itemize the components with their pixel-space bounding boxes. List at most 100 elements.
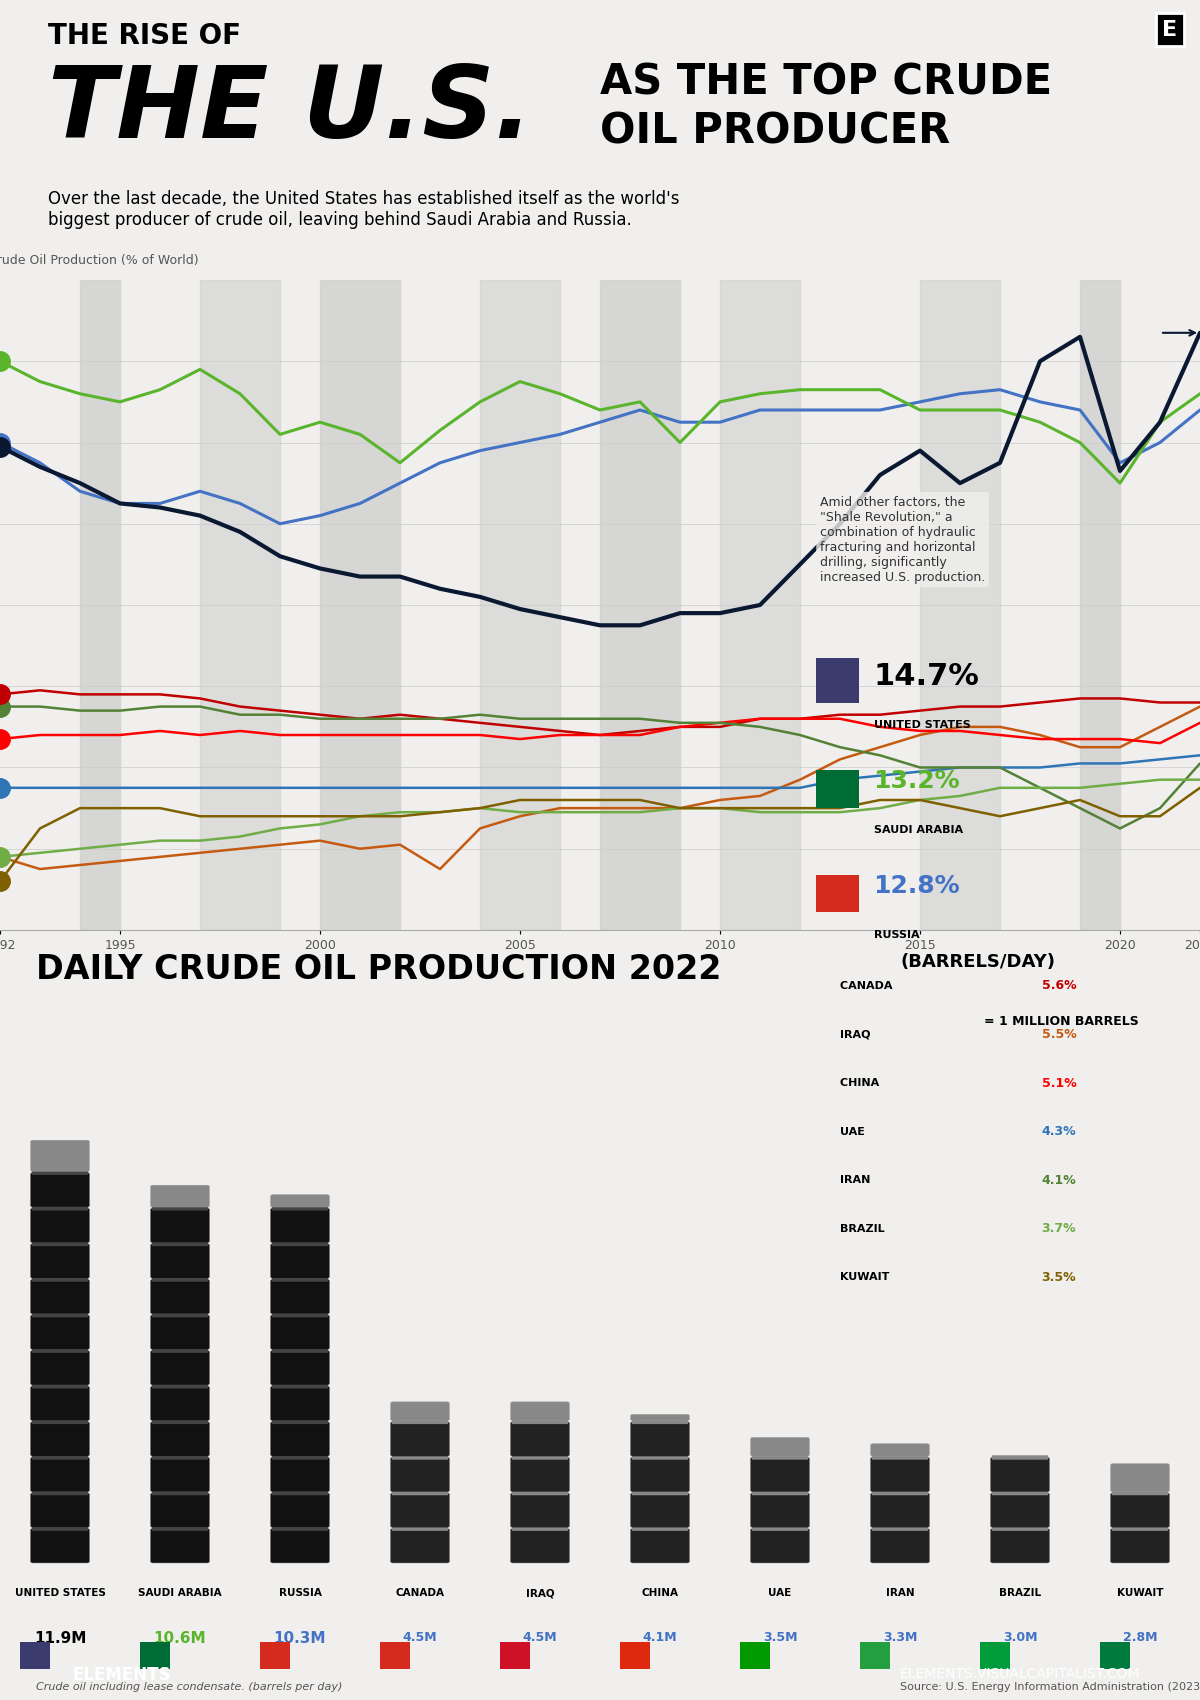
FancyBboxPatch shape (992, 1455, 1049, 1460)
FancyBboxPatch shape (31, 1421, 90, 1457)
FancyBboxPatch shape (992, 1491, 1049, 1496)
FancyBboxPatch shape (872, 1527, 929, 1532)
FancyBboxPatch shape (32, 1207, 89, 1210)
FancyBboxPatch shape (871, 1528, 930, 1562)
Bar (840, 1212, 866, 1246)
Text: 3.3M: 3.3M (883, 1630, 917, 1644)
Text: 3.5M: 3.5M (763, 1630, 797, 1644)
FancyBboxPatch shape (151, 1280, 209, 1314)
Text: SAUDI ARABIA: SAUDI ARABIA (138, 1588, 222, 1598)
FancyBboxPatch shape (152, 1277, 209, 1282)
Text: 4.3%: 4.3% (1042, 1125, 1076, 1139)
Bar (200, 280, 280, 930)
FancyBboxPatch shape (511, 1455, 569, 1460)
Bar (980, 1642, 1010, 1669)
FancyBboxPatch shape (631, 1457, 689, 1493)
FancyBboxPatch shape (751, 1528, 810, 1562)
Text: THE RISE OF: THE RISE OF (48, 22, 241, 51)
Text: KUWAIT: KUWAIT (840, 1272, 893, 1282)
FancyBboxPatch shape (510, 1528, 569, 1562)
Text: 2.8M: 2.8M (1123, 1630, 1157, 1644)
Text: Source: U.S. Energy Information Administration (2023): Source: U.S. Energy Information Administ… (900, 1683, 1200, 1692)
FancyBboxPatch shape (751, 1493, 810, 1527)
FancyBboxPatch shape (152, 1491, 209, 1496)
FancyBboxPatch shape (391, 1455, 448, 1460)
FancyBboxPatch shape (510, 1457, 569, 1493)
FancyBboxPatch shape (510, 1402, 569, 1421)
Bar (840, 969, 866, 1003)
FancyBboxPatch shape (391, 1402, 449, 1421)
Text: 10.6M: 10.6M (154, 1630, 206, 1646)
Text: DAILY CRUDE OIL PRODUCTION 2022: DAILY CRUDE OIL PRODUCTION 2022 (36, 954, 721, 986)
Text: THE U.S.: THE U.S. (48, 61, 533, 158)
Text: 5.5%: 5.5% (1042, 1028, 1076, 1040)
FancyBboxPatch shape (272, 1241, 329, 1246)
Text: 4.1%: 4.1% (1042, 1173, 1076, 1187)
Bar (20, 1642, 50, 1669)
FancyBboxPatch shape (32, 1241, 89, 1246)
FancyBboxPatch shape (152, 1420, 209, 1425)
FancyBboxPatch shape (31, 1350, 90, 1385)
FancyBboxPatch shape (32, 1527, 89, 1532)
FancyBboxPatch shape (32, 1455, 89, 1460)
FancyBboxPatch shape (391, 1457, 449, 1493)
FancyBboxPatch shape (1111, 1493, 1170, 1527)
FancyBboxPatch shape (272, 1348, 329, 1353)
Text: CHINA: CHINA (642, 1588, 678, 1598)
Text: ELEMENTS: ELEMENTS (72, 1666, 170, 1683)
Bar (740, 1642, 770, 1669)
FancyBboxPatch shape (31, 1316, 90, 1350)
FancyBboxPatch shape (871, 1443, 930, 1457)
FancyBboxPatch shape (391, 1528, 449, 1562)
FancyBboxPatch shape (151, 1386, 209, 1421)
Text: ELEMENTS.VISUALCAPITALIST.COM: ELEMENTS.VISUALCAPITALIST.COM (900, 1668, 1140, 1681)
Bar (140, 1642, 170, 1669)
FancyBboxPatch shape (151, 1493, 209, 1527)
FancyBboxPatch shape (31, 1173, 90, 1207)
FancyBboxPatch shape (31, 1209, 90, 1243)
FancyBboxPatch shape (31, 1386, 90, 1421)
FancyBboxPatch shape (271, 1244, 329, 1278)
Bar (320, 280, 400, 930)
Text: KUWAIT: KUWAIT (1117, 1588, 1163, 1598)
FancyBboxPatch shape (271, 1493, 329, 1527)
FancyBboxPatch shape (391, 1421, 449, 1457)
Bar (80, 280, 120, 930)
FancyBboxPatch shape (751, 1491, 809, 1496)
FancyBboxPatch shape (871, 1457, 930, 1493)
Text: 4.5M: 4.5M (523, 1630, 557, 1644)
Text: IRAN: IRAN (886, 1588, 914, 1598)
Text: 5.1%: 5.1% (1042, 1076, 1076, 1090)
Text: UNITED STATES: UNITED STATES (14, 1588, 106, 1598)
FancyBboxPatch shape (32, 1277, 89, 1282)
FancyBboxPatch shape (631, 1491, 689, 1496)
Bar (840, 1260, 866, 1294)
FancyBboxPatch shape (511, 1527, 569, 1532)
Text: 4.1M: 4.1M (643, 1630, 677, 1644)
Text: Crude Oil Production (% of World): Crude Oil Production (% of World) (0, 253, 199, 267)
Bar (840, 1066, 866, 1100)
FancyBboxPatch shape (1111, 1464, 1170, 1493)
Bar (816, 658, 859, 702)
FancyBboxPatch shape (751, 1527, 809, 1532)
FancyBboxPatch shape (631, 1414, 689, 1421)
FancyBboxPatch shape (271, 1421, 329, 1457)
FancyBboxPatch shape (31, 1493, 90, 1527)
Text: SAUDI ARABIA: SAUDI ARABIA (874, 824, 962, 835)
FancyBboxPatch shape (391, 1527, 448, 1532)
Text: UAE: UAE (840, 1127, 869, 1137)
Text: BRAZIL: BRAZIL (998, 1588, 1042, 1598)
Bar (260, 1642, 290, 1669)
FancyBboxPatch shape (510, 1493, 569, 1527)
Text: 14.7%: 14.7% (874, 661, 979, 692)
Text: BRAZIL: BRAZIL (840, 1224, 888, 1234)
FancyBboxPatch shape (151, 1316, 209, 1350)
FancyBboxPatch shape (1111, 1491, 1169, 1496)
FancyBboxPatch shape (151, 1209, 209, 1243)
Bar (1100, 1642, 1130, 1669)
Text: IRAQ: IRAQ (526, 1588, 554, 1598)
Text: 4.5M: 4.5M (403, 1630, 437, 1644)
Bar (920, 280, 1000, 930)
FancyBboxPatch shape (272, 1207, 329, 1210)
Bar (620, 1642, 650, 1669)
